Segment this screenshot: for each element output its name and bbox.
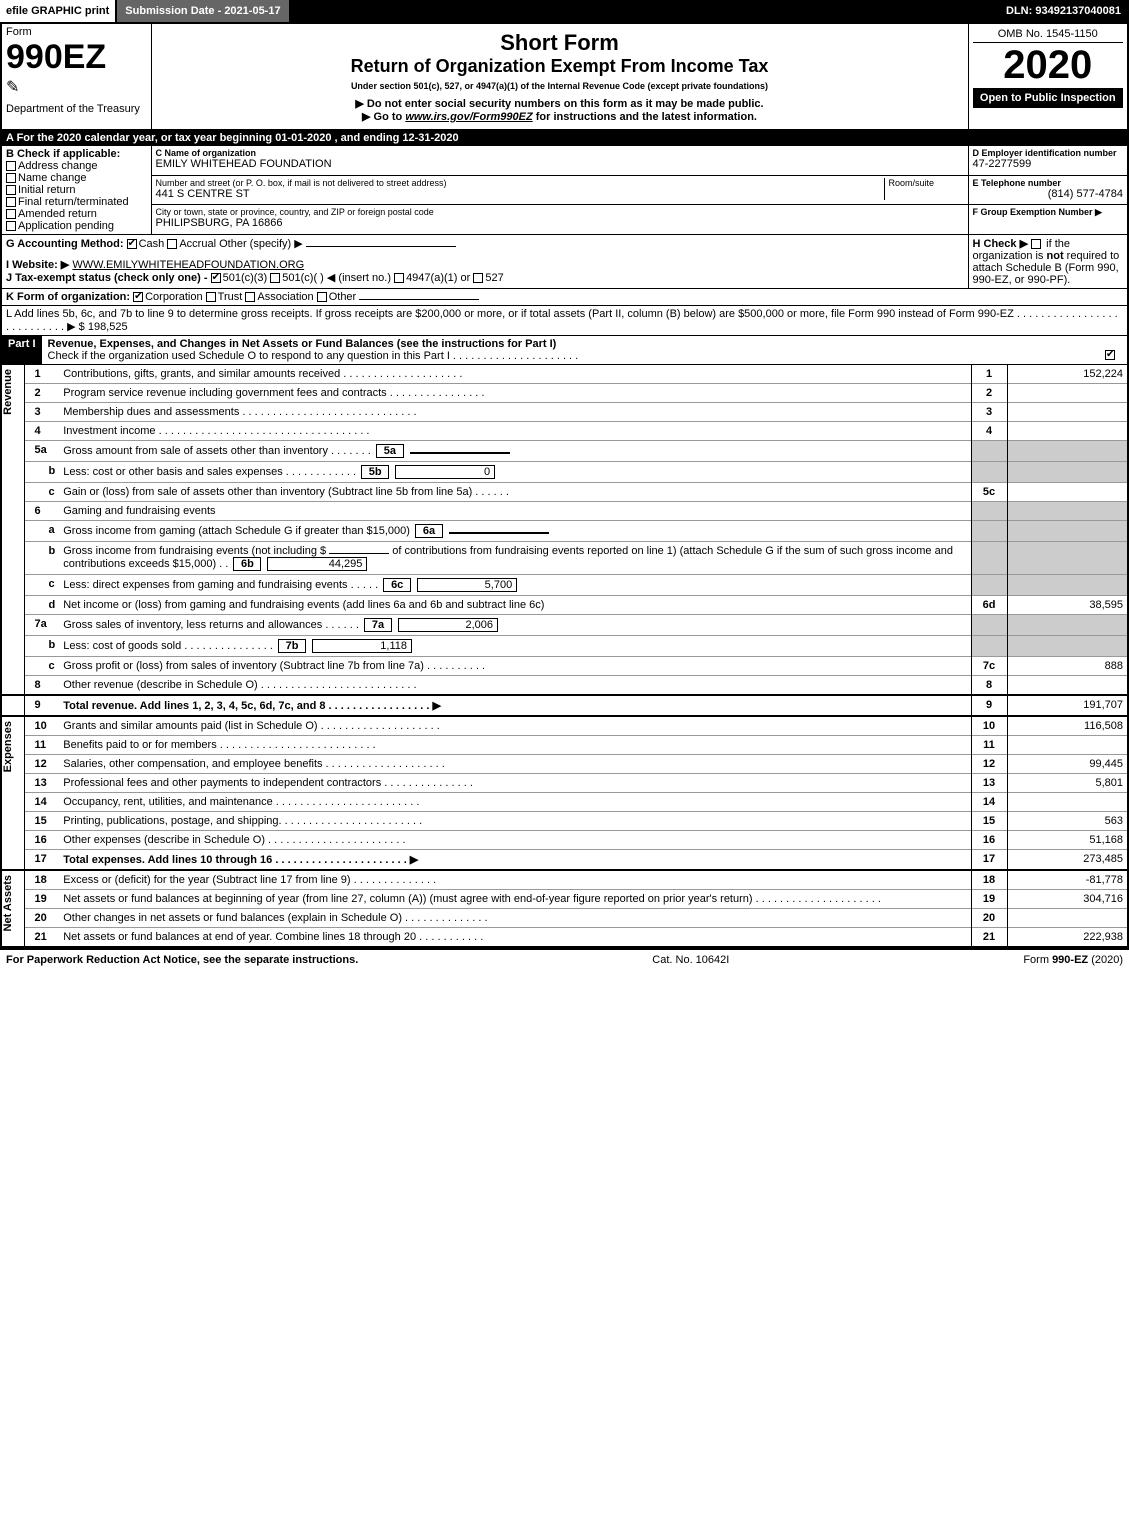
- dln: DLN: 93492137040081: [1006, 5, 1129, 17]
- line-7c: cGross profit or (loss) from sales of in…: [2, 657, 1127, 676]
- line-14: 14Occupancy, rent, utilities, and mainte…: [2, 793, 1127, 812]
- line-4: 4Investment income . . . . . . . . . . .…: [2, 422, 1127, 441]
- chk-scheduleB[interactable]: [1031, 238, 1043, 250]
- chk-501c[interactable]: 501(c)( ) ◀ (insert no.): [270, 272, 391, 284]
- phone-value: (814) 577-4784: [973, 188, 1124, 200]
- boxJ-label: J Tax-exempt status (check only one) -: [6, 272, 208, 284]
- chk-527[interactable]: 527: [473, 272, 503, 284]
- lines-table: Revenue 1 Contributions, gifts, grants, …: [2, 365, 1127, 948]
- footer: For Paperwork Reduction Act Notice, see …: [0, 950, 1129, 970]
- line-18: Net Assets 18Excess or (deficit) for the…: [2, 870, 1127, 890]
- subtitle: Under section 501(c), 527, or 4947(a)(1)…: [162, 81, 958, 91]
- top-bar: efile GRAPHIC print Submission Date - 20…: [0, 0, 1129, 22]
- line-3: 3Membership dues and assessments . . . .…: [2, 403, 1127, 422]
- side-expenses: Expenses: [2, 717, 14, 776]
- chk-amended-return[interactable]: Amended return: [6, 208, 147, 220]
- form-number: 990EZ: [6, 38, 147, 77]
- line-5a: 5aGross amount from sale of assets other…: [2, 441, 1127, 462]
- line-9: 9Total revenue. Add lines 1, 2, 3, 4, 5c…: [2, 695, 1127, 716]
- part1-check-text: Check if the organization used Schedule …: [48, 350, 1121, 362]
- submission-date: Submission Date - 2021-05-17: [117, 0, 288, 22]
- efile-label[interactable]: efile GRAPHIC print: [0, 0, 115, 22]
- warn-ssn: ▶ Do not enter social security numbers o…: [162, 97, 958, 110]
- chk-4947[interactable]: 4947(a)(1) or: [394, 272, 470, 284]
- side-revenue: Revenue: [2, 365, 14, 419]
- part1-heading: Revenue, Expenses, and Changes in Net As…: [48, 338, 1121, 350]
- short-form-title: Short Form: [162, 30, 958, 56]
- chk-trust[interactable]: Trust: [206, 291, 243, 303]
- chk-initial-return[interactable]: Initial return: [6, 184, 147, 196]
- dept-label: Department of the Treasury: [6, 103, 147, 115]
- line-7b: bLess: cost of goods sold . . . . . . . …: [2, 636, 1127, 657]
- amt-1: 152,224: [1007, 365, 1127, 384]
- org-name: EMILY WHITEHEAD FOUNDATION: [156, 158, 964, 170]
- line-6b: bGross income from fundraising events (n…: [2, 542, 1127, 575]
- tax-year: 2020: [973, 43, 1124, 88]
- room-label: Room/suite: [889, 178, 964, 188]
- line-10: Expenses 10Grants and similar amounts pa…: [2, 716, 1127, 736]
- boxC-label: C Name of organization: [156, 148, 964, 158]
- chk-accrual[interactable]: Accrual: [167, 238, 216, 250]
- line-20: 20Other changes in net assets or fund ba…: [2, 909, 1127, 928]
- line-12: 12Salaries, other compensation, and empl…: [2, 755, 1127, 774]
- boxG-label: G Accounting Method:: [6, 238, 124, 250]
- omb-number: OMB No. 1545-1150: [973, 26, 1124, 43]
- side-netassets: Net Assets: [2, 871, 14, 935]
- line-16: 16Other expenses (describe in Schedule O…: [2, 831, 1127, 850]
- chk-other-method[interactable]: Other (specify) ▶: [219, 238, 456, 250]
- part1-label: Part I: [2, 336, 42, 364]
- irs-link[interactable]: www.irs.gov/Form990EZ: [405, 111, 532, 123]
- line-13: 13Professional fees and other payments t…: [2, 774, 1127, 793]
- chk-other-org[interactable]: Other: [317, 291, 480, 303]
- line-11: 11Benefits paid to or for members . . . …: [2, 736, 1127, 755]
- boxE-label: E Telephone number: [973, 178, 1124, 188]
- line-6d: dNet income or (loss) from gaming and fu…: [2, 596, 1127, 615]
- chk-501c3[interactable]: 501(c)(3): [211, 272, 268, 284]
- line-5c: cGain or (loss) from sale of assets othe…: [2, 483, 1127, 502]
- gross-receipts: 198,525: [88, 321, 128, 333]
- boxF-label: F Group Exemption Number ▶: [973, 207, 1124, 218]
- city-value: PHILIPSBURG, PA 16866: [156, 217, 964, 229]
- line-19: 19Net assets or fund balances at beginni…: [2, 890, 1127, 909]
- line-1: Revenue 1 Contributions, gifts, grants, …: [2, 365, 1127, 384]
- line-8: 8Other revenue (describe in Schedule O) …: [2, 676, 1127, 696]
- line-15: 15Printing, publications, postage, and s…: [2, 812, 1127, 831]
- boxI-label: I Website: ▶: [6, 259, 69, 271]
- boxB-label: B Check if applicable:: [6, 148, 147, 160]
- city-label: City or town, state or province, country…: [156, 207, 964, 217]
- line-21: 21Net assets or fund balances at end of …: [2, 928, 1127, 948]
- ein-value: 47-2277599: [973, 158, 1124, 170]
- footer-left: For Paperwork Reduction Act Notice, see …: [6, 954, 358, 966]
- footer-mid: Cat. No. 10642I: [652, 954, 729, 966]
- treasury-icon: ✎: [6, 77, 147, 97]
- boxD-label: D Employer identification number: [973, 148, 1124, 158]
- open-public: Open to Public Inspection: [973, 88, 1124, 108]
- line-6: 6Gaming and fundraising events: [2, 502, 1127, 521]
- warn-instructions: ▶ Go to www.irs.gov/Form990EZ for instru…: [162, 110, 958, 123]
- footer-right: Form 990-EZ (2020): [1023, 954, 1123, 966]
- line-5b: bLess: cost or other basis and sales exp…: [2, 462, 1127, 483]
- period-line: A For the 2020 calendar year, or tax yea…: [1, 130, 1128, 147]
- chk-corp[interactable]: Corporation: [133, 291, 202, 303]
- line-2: 2Program service revenue including gover…: [2, 384, 1127, 403]
- chk-cash[interactable]: Cash: [127, 238, 165, 250]
- boxK-label: K Form of organization:: [6, 291, 130, 303]
- chk-address-change[interactable]: Address change: [6, 160, 147, 172]
- street-value: 441 S CENTRE ST: [156, 188, 884, 200]
- line-17: 17Total expenses. Add lines 10 through 1…: [2, 850, 1127, 871]
- chk-application-pending[interactable]: Application pending: [6, 220, 147, 232]
- chk-final-return[interactable]: Final return/terminated: [6, 196, 147, 208]
- return-title: Return of Organization Exempt From Incom…: [162, 56, 958, 77]
- line-6c: cLess: direct expenses from gaming and f…: [2, 575, 1127, 596]
- boxH-label: H Check ▶: [973, 238, 1029, 250]
- boxL-text: L Add lines 5b, 6c, and 7b to line 9 to …: [6, 308, 1118, 333]
- form-outer: Form 990EZ ✎ Department of the Treasury …: [0, 22, 1129, 950]
- chk-name-change[interactable]: Name change: [6, 172, 147, 184]
- website-value[interactable]: WWW.EMILYWHITEHEADFOUNDATION.ORG: [72, 259, 304, 271]
- street-label: Number and street (or P. O. box, if mail…: [156, 178, 884, 188]
- line-7a: 7aGross sales of inventory, less returns…: [2, 615, 1127, 636]
- form-word: Form: [6, 26, 147, 38]
- line-6a: aGross income from gaming (attach Schedu…: [2, 521, 1127, 542]
- chk-assoc[interactable]: Association: [245, 291, 313, 303]
